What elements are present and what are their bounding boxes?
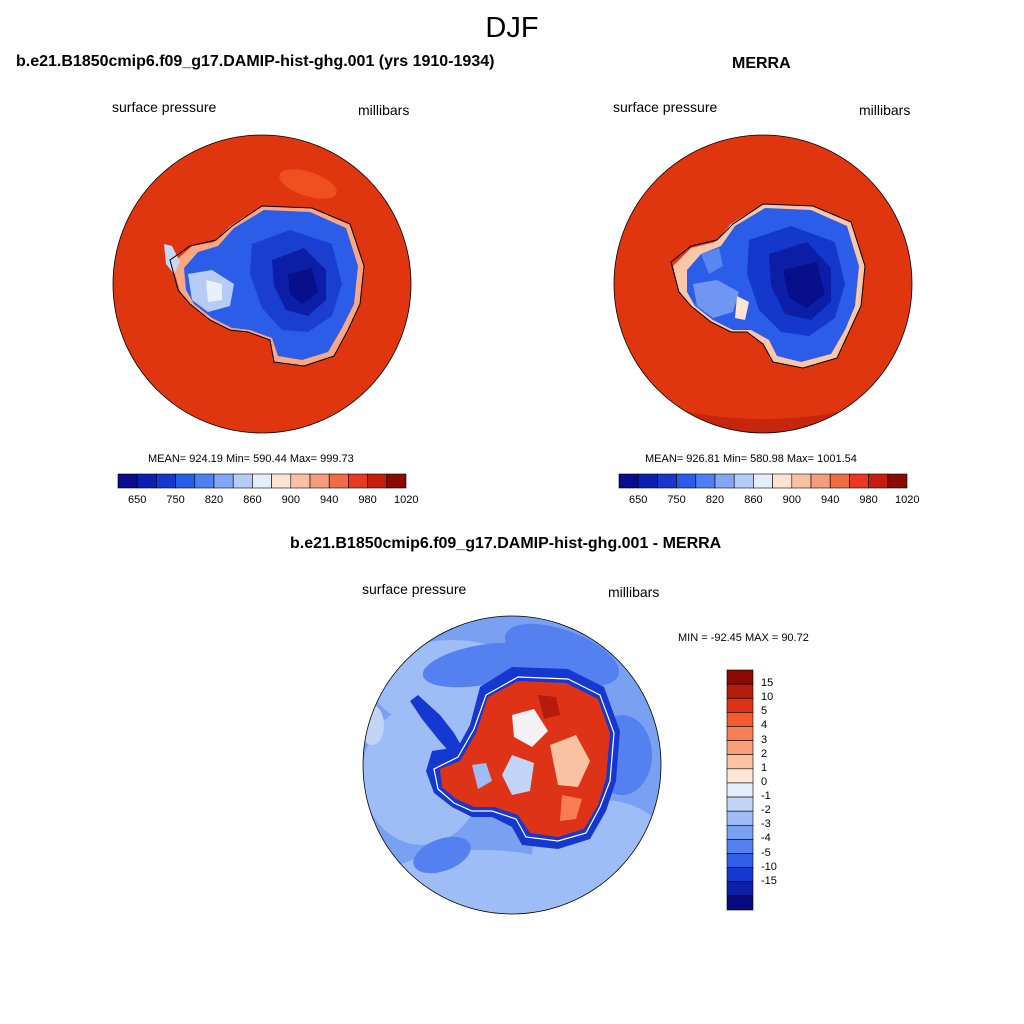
colorbar-swatch (726, 824, 754, 840)
colorbar-swatch (271, 473, 292, 489)
colorbar-swatch (726, 740, 754, 756)
colorbar-tick-label: 900 (281, 494, 300, 506)
colorbar-swatch (726, 669, 754, 685)
panel2-variable-label: surface pressure (613, 99, 718, 115)
colorbar-swatch (695, 473, 716, 489)
panel3-title: b.e21.B1850cmip6.f09_g17.DAMIP-hist-ghg.… (290, 535, 722, 552)
colorbar-tick-label: -1 (761, 790, 771, 803)
colorbar-swatch (733, 473, 754, 489)
colorbar-swatch (726, 754, 754, 770)
colorbar-swatch (194, 473, 215, 489)
colorbar-tick-label: 1020 (895, 494, 920, 506)
colorbar-swatch (726, 796, 754, 812)
colorbar-tick-label: 1020 (394, 494, 419, 506)
panel2-map (613, 134, 913, 434)
panel3-units-label: millibars (608, 584, 660, 600)
colorbar-tick-label: 2 (761, 747, 768, 760)
colorbar-swatch (213, 473, 234, 489)
colorbar-tick-label: 4 (761, 719, 768, 732)
panel2-stats: MEAN= 926.81 Min= 580.98 Max= 1001.54 (645, 453, 857, 465)
panel2-colorbar (618, 473, 908, 489)
colorbar-swatch (868, 473, 889, 489)
colorbar-tick-label: 940 (320, 494, 339, 506)
colorbar-swatch (810, 473, 831, 489)
colorbar-tick-label: 0 (761, 775, 768, 788)
colorbar-swatch (676, 473, 697, 489)
colorbar-tick-label: 940 (821, 494, 840, 506)
colorbar-tick-label: -3 (761, 818, 771, 831)
colorbar-tick-label: 750 (166, 494, 185, 506)
colorbar-swatch (726, 726, 754, 741)
colorbar-swatch (348, 473, 368, 489)
colorbar-swatch (367, 473, 388, 489)
colorbar-swatch (117, 473, 138, 489)
colorbar-swatch (252, 473, 272, 489)
colorbar-tick-label: 860 (744, 494, 763, 506)
colorbar-tick-label: -15 (761, 874, 777, 887)
panel1-title: b.e21.B1850cmip6.f09_g17.DAMIP-hist-ghg.… (16, 53, 495, 70)
colorbar-tick-label: 900 (782, 494, 801, 506)
panel1-units-label: millibars (358, 102, 410, 118)
panel1-map (112, 134, 412, 434)
colorbar-tick-label: -2 (761, 804, 771, 817)
colorbar-tick-label: -4 (761, 832, 771, 845)
panel3-variable-label: surface pressure (362, 581, 467, 597)
colorbar-tick-label: 10 (761, 691, 774, 704)
colorbar-swatch (309, 473, 330, 489)
colorbar-tick-label: -10 (761, 860, 777, 873)
colorbar-swatch (726, 712, 754, 727)
colorbar-tick-label: -5 (761, 846, 771, 859)
panel1-variable-label: surface pressure (112, 99, 217, 115)
colorbar-tick-label: 860 (243, 494, 262, 506)
colorbar-swatch (849, 473, 869, 489)
panel2-units-label: millibars (859, 102, 911, 118)
colorbar-tick-label: 650 (629, 494, 648, 506)
colorbar-swatch (232, 473, 253, 489)
colorbar-swatch (175, 473, 196, 489)
colorbar-tick-label: 820 (204, 494, 224, 506)
colorbar-swatch (726, 683, 754, 699)
colorbar-swatch (657, 473, 677, 489)
colorbar-swatch (726, 853, 754, 868)
colorbar-tick-label: 650 (128, 494, 147, 506)
colorbar-tick-label: 1 (761, 761, 768, 774)
season-title: DJF (485, 12, 539, 44)
colorbar-swatch (726, 895, 754, 911)
colorbar-swatch (887, 473, 908, 489)
colorbar-swatch (772, 473, 793, 489)
colorbar-tick-label: 750 (667, 494, 686, 506)
colorbar-swatch (156, 473, 176, 489)
colorbar-swatch (328, 473, 349, 489)
colorbar-swatch (726, 839, 754, 854)
colorbar-swatch (726, 782, 754, 798)
panel2-title: MERRA (732, 55, 791, 72)
colorbar-swatch (726, 881, 754, 897)
colorbar-tick-label: 5 (761, 705, 768, 718)
colorbar-swatch (714, 473, 735, 489)
panel3-stats: MIN = -92.45 MAX = 90.72 (678, 632, 809, 644)
colorbar-swatch (829, 473, 850, 489)
colorbar-tick-label: 980 (358, 494, 377, 506)
colorbar-tick-label: 15 (761, 677, 774, 690)
colorbar-swatch (791, 473, 812, 489)
panel3-colorbar (726, 669, 754, 911)
colorbar-swatch (136, 473, 157, 489)
colorbar-swatch (726, 867, 754, 883)
panel1-colorbar (117, 473, 407, 489)
colorbar-swatch (753, 473, 773, 489)
colorbar-tick-label: 820 (705, 494, 725, 506)
colorbar-tick-label: 980 (859, 494, 878, 506)
colorbar-swatch (386, 473, 407, 489)
colorbar-swatch (726, 697, 754, 713)
colorbar-swatch (726, 768, 754, 784)
panel1-stats: MEAN= 924.19 Min= 590.44 Max= 999.73 (148, 453, 354, 465)
colorbar-swatch (290, 473, 311, 489)
colorbar-swatch (726, 810, 754, 826)
colorbar-swatch (637, 473, 658, 489)
panel3-map (362, 615, 662, 915)
colorbar-tick-label: 3 (761, 733, 768, 746)
colorbar-swatch (618, 473, 639, 489)
